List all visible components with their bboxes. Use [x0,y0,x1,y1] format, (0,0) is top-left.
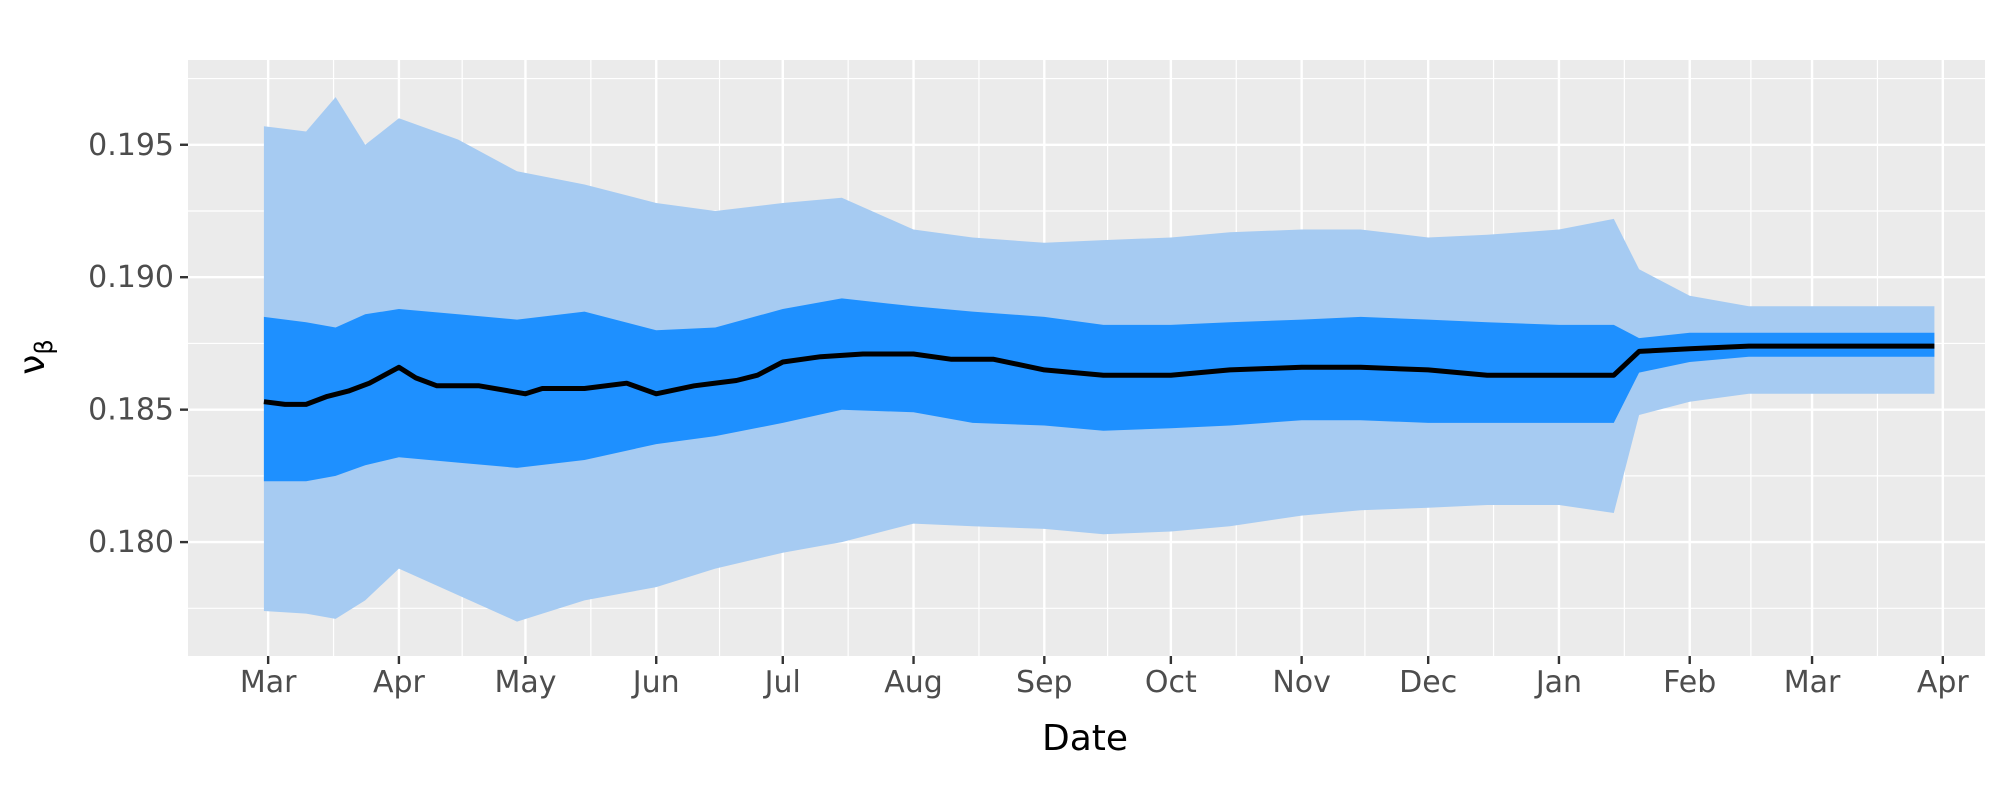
median-line [263,343,1935,407]
y-tick-label: 0.185 [88,393,174,428]
x-tick-label: May [494,665,556,700]
x-tick-label: Aug [884,665,943,700]
y-axis: 0.180 0.185 0.190 0.195 [88,128,188,560]
x-tick-label: Mar [240,665,297,700]
x-tick-label: Nov [1272,665,1331,700]
y-tick-label: 0.190 [88,260,174,295]
x-tick-label: Feb [1663,665,1716,700]
x-tick-label: Jan [1534,665,1582,700]
y-axis-title: νβ [12,339,58,374]
x-tick-label: Mar [1784,665,1841,700]
y-tick-label: 0.180 [88,525,174,560]
x-tick-label: Oct [1145,665,1197,700]
y-axis-title-main: ν [12,355,53,375]
inner-band [263,298,1935,482]
y-axis-title-subscript: β [30,339,58,354]
x-tick-label: Apr [1917,665,1970,700]
x-tick-label: Jul [763,665,801,700]
x-axis-title: Date [1042,718,1128,759]
y-tick-label: 0.195 [88,128,174,163]
x-tick-label: Jun [631,665,680,700]
x-tick-label: Sep [1016,665,1073,700]
x-axis: Mar Apr May Jun Jul Aug Sep Oct Nov Dec Jan Feb Mar A… [240,656,1970,700]
x-tick-label: Dec [1399,665,1457,700]
x-tick-label: Apr [373,665,426,700]
